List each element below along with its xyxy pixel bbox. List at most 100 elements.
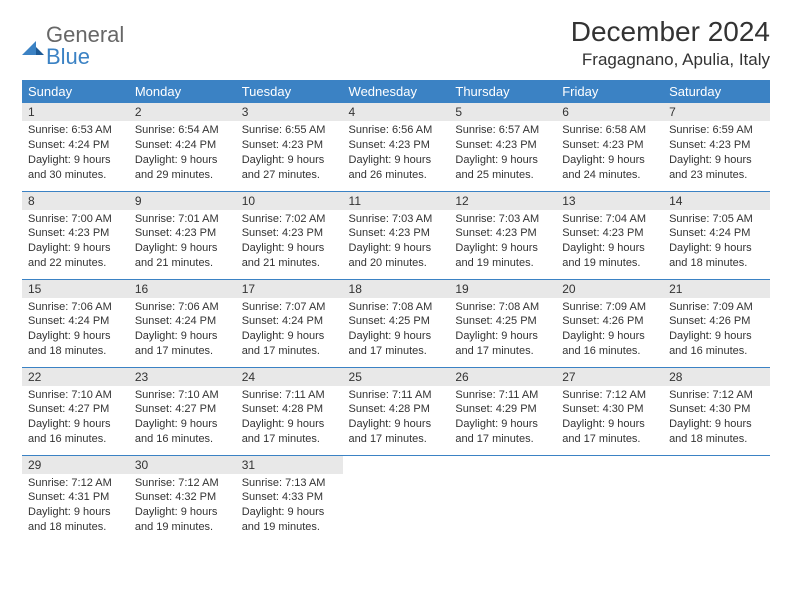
- day-number: 14: [663, 192, 770, 210]
- weekday-header: Friday: [556, 80, 663, 103]
- day-number: 1: [22, 103, 129, 121]
- day-number: 26: [449, 368, 556, 386]
- calendar-day-cell: 6Sunrise: 6:58 AMSunset: 4:23 PMDaylight…: [556, 103, 663, 191]
- calendar-day-cell: 22Sunrise: 7:10 AMSunset: 4:27 PMDayligh…: [22, 367, 129, 455]
- day-details: Sunrise: 7:08 AMSunset: 4:25 PMDaylight:…: [343, 298, 450, 365]
- day-details: Sunrise: 6:56 AMSunset: 4:23 PMDaylight:…: [343, 121, 450, 188]
- day-number: 4: [343, 103, 450, 121]
- day-number: 5: [449, 103, 556, 121]
- header: General Blue December 2024 Fragagnano, A…: [22, 16, 770, 70]
- day-number: 24: [236, 368, 343, 386]
- day-details: Sunrise: 7:04 AMSunset: 4:23 PMDaylight:…: [556, 210, 663, 277]
- day-details: Sunrise: 7:03 AMSunset: 4:23 PMDaylight:…: [343, 210, 450, 277]
- day-number: 30: [129, 456, 236, 474]
- calendar-day-cell: 12Sunrise: 7:03 AMSunset: 4:23 PMDayligh…: [449, 191, 556, 279]
- day-details: Sunrise: 7:00 AMSunset: 4:23 PMDaylight:…: [22, 210, 129, 277]
- calendar-day-cell: 24Sunrise: 7:11 AMSunset: 4:28 PMDayligh…: [236, 367, 343, 455]
- day-number: 18: [343, 280, 450, 298]
- calendar-day-cell: 25Sunrise: 7:11 AMSunset: 4:28 PMDayligh…: [343, 367, 450, 455]
- calendar-week-row: 22Sunrise: 7:10 AMSunset: 4:27 PMDayligh…: [22, 367, 770, 455]
- logo: General Blue: [22, 16, 124, 68]
- calendar-week-row: 8Sunrise: 7:00 AMSunset: 4:23 PMDaylight…: [22, 191, 770, 279]
- day-details: Sunrise: 7:06 AMSunset: 4:24 PMDaylight:…: [129, 298, 236, 365]
- day-details: Sunrise: 7:12 AMSunset: 4:30 PMDaylight:…: [556, 386, 663, 453]
- day-number: 21: [663, 280, 770, 298]
- logo-text: General Blue: [46, 24, 124, 68]
- day-details: Sunrise: 7:09 AMSunset: 4:26 PMDaylight:…: [556, 298, 663, 365]
- day-number: 17: [236, 280, 343, 298]
- day-details: Sunrise: 6:59 AMSunset: 4:23 PMDaylight:…: [663, 121, 770, 188]
- day-details: Sunrise: 7:01 AMSunset: 4:23 PMDaylight:…: [129, 210, 236, 277]
- calendar-day-cell: 9Sunrise: 7:01 AMSunset: 4:23 PMDaylight…: [129, 191, 236, 279]
- calendar-day-cell: 2Sunrise: 6:54 AMSunset: 4:24 PMDaylight…: [129, 103, 236, 191]
- logo-triangle-icon: [22, 37, 44, 55]
- calendar-day-cell: 20Sunrise: 7:09 AMSunset: 4:26 PMDayligh…: [556, 279, 663, 367]
- calendar-day-cell: 26Sunrise: 7:11 AMSunset: 4:29 PMDayligh…: [449, 367, 556, 455]
- day-number: 16: [129, 280, 236, 298]
- day-number: 25: [343, 368, 450, 386]
- day-number: 31: [236, 456, 343, 474]
- day-number: 12: [449, 192, 556, 210]
- day-number: 11: [343, 192, 450, 210]
- calendar-table: SundayMondayTuesdayWednesdayThursdayFrid…: [22, 80, 770, 543]
- calendar-day-cell: [663, 455, 770, 543]
- calendar-day-cell: 29Sunrise: 7:12 AMSunset: 4:31 PMDayligh…: [22, 455, 129, 543]
- day-details: Sunrise: 7:09 AMSunset: 4:26 PMDaylight:…: [663, 298, 770, 365]
- location: Fragagnano, Apulia, Italy: [571, 50, 770, 70]
- calendar-day-cell: 31Sunrise: 7:13 AMSunset: 4:33 PMDayligh…: [236, 455, 343, 543]
- weekday-header: Thursday: [449, 80, 556, 103]
- day-number: 22: [22, 368, 129, 386]
- calendar-day-cell: 16Sunrise: 7:06 AMSunset: 4:24 PMDayligh…: [129, 279, 236, 367]
- day-number: 13: [556, 192, 663, 210]
- day-details: Sunrise: 6:53 AMSunset: 4:24 PMDaylight:…: [22, 121, 129, 188]
- day-details: Sunrise: 7:11 AMSunset: 4:29 PMDaylight:…: [449, 386, 556, 453]
- logo-word2: Blue: [46, 44, 90, 69]
- calendar-day-cell: [556, 455, 663, 543]
- calendar-day-cell: 30Sunrise: 7:12 AMSunset: 4:32 PMDayligh…: [129, 455, 236, 543]
- day-number: 6: [556, 103, 663, 121]
- calendar-day-cell: 23Sunrise: 7:10 AMSunset: 4:27 PMDayligh…: [129, 367, 236, 455]
- day-details: Sunrise: 7:10 AMSunset: 4:27 PMDaylight:…: [22, 386, 129, 453]
- calendar-head: SundayMondayTuesdayWednesdayThursdayFrid…: [22, 80, 770, 103]
- weekday-header: Wednesday: [343, 80, 450, 103]
- calendar-week-row: 15Sunrise: 7:06 AMSunset: 4:24 PMDayligh…: [22, 279, 770, 367]
- calendar-day-cell: 8Sunrise: 7:00 AMSunset: 4:23 PMDaylight…: [22, 191, 129, 279]
- calendar-day-cell: 17Sunrise: 7:07 AMSunset: 4:24 PMDayligh…: [236, 279, 343, 367]
- title-block: December 2024 Fragagnano, Apulia, Italy: [571, 16, 770, 70]
- calendar-day-cell: 28Sunrise: 7:12 AMSunset: 4:30 PMDayligh…: [663, 367, 770, 455]
- month-title: December 2024: [571, 16, 770, 48]
- calendar-day-cell: 18Sunrise: 7:08 AMSunset: 4:25 PMDayligh…: [343, 279, 450, 367]
- weekday-header: Sunday: [22, 80, 129, 103]
- calendar-day-cell: 4Sunrise: 6:56 AMSunset: 4:23 PMDaylight…: [343, 103, 450, 191]
- calendar-day-cell: [343, 455, 450, 543]
- calendar-day-cell: 15Sunrise: 7:06 AMSunset: 4:24 PMDayligh…: [22, 279, 129, 367]
- day-number: 7: [663, 103, 770, 121]
- day-details: Sunrise: 7:11 AMSunset: 4:28 PMDaylight:…: [343, 386, 450, 453]
- day-number: 27: [556, 368, 663, 386]
- day-number: 28: [663, 368, 770, 386]
- calendar-body: 1Sunrise: 6:53 AMSunset: 4:24 PMDaylight…: [22, 103, 770, 543]
- calendar-week-row: 1Sunrise: 6:53 AMSunset: 4:24 PMDaylight…: [22, 103, 770, 191]
- day-number: 3: [236, 103, 343, 121]
- day-details: Sunrise: 6:55 AMSunset: 4:23 PMDaylight:…: [236, 121, 343, 188]
- calendar-week-row: 29Sunrise: 7:12 AMSunset: 4:31 PMDayligh…: [22, 455, 770, 543]
- day-details: Sunrise: 7:07 AMSunset: 4:24 PMDaylight:…: [236, 298, 343, 365]
- day-details: Sunrise: 7:13 AMSunset: 4:33 PMDaylight:…: [236, 474, 343, 541]
- day-details: Sunrise: 7:12 AMSunset: 4:30 PMDaylight:…: [663, 386, 770, 453]
- day-details: Sunrise: 7:11 AMSunset: 4:28 PMDaylight:…: [236, 386, 343, 453]
- day-details: Sunrise: 7:02 AMSunset: 4:23 PMDaylight:…: [236, 210, 343, 277]
- day-number: 10: [236, 192, 343, 210]
- calendar-day-cell: 19Sunrise: 7:08 AMSunset: 4:25 PMDayligh…: [449, 279, 556, 367]
- calendar-day-cell: 3Sunrise: 6:55 AMSunset: 4:23 PMDaylight…: [236, 103, 343, 191]
- day-number: 15: [22, 280, 129, 298]
- day-details: Sunrise: 6:58 AMSunset: 4:23 PMDaylight:…: [556, 121, 663, 188]
- day-details: Sunrise: 6:57 AMSunset: 4:23 PMDaylight:…: [449, 121, 556, 188]
- day-number: 2: [129, 103, 236, 121]
- day-number: 29: [22, 456, 129, 474]
- day-details: Sunrise: 7:12 AMSunset: 4:31 PMDaylight:…: [22, 474, 129, 541]
- calendar-day-cell: 14Sunrise: 7:05 AMSunset: 4:24 PMDayligh…: [663, 191, 770, 279]
- weekday-header: Tuesday: [236, 80, 343, 103]
- day-details: Sunrise: 7:06 AMSunset: 4:24 PMDaylight:…: [22, 298, 129, 365]
- calendar-day-cell: [449, 455, 556, 543]
- day-details: Sunrise: 7:10 AMSunset: 4:27 PMDaylight:…: [129, 386, 236, 453]
